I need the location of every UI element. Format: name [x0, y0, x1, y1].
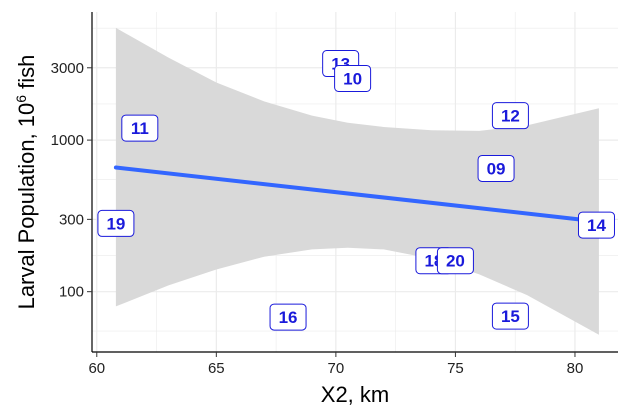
point-label-text: 16 [279, 308, 298, 327]
point-label-text: 10 [343, 69, 362, 88]
y-tick-label: 100 [59, 284, 84, 301]
point-label-box [577, 211, 615, 239]
y-axis-title-superscript: 6 [13, 95, 29, 103]
point-label-box [491, 102, 529, 130]
confidence-band [115, 27, 599, 335]
data-point-label: 16 [269, 303, 307, 331]
point-label-text: 19 [106, 214, 125, 233]
y-axis-title-suffix: fish [14, 55, 39, 95]
data-point-label: 11 [121, 114, 159, 142]
point-label-text: 12 [501, 107, 520, 126]
y-tick-label: 300 [59, 211, 84, 228]
y-tick-label: 1000 [51, 132, 84, 149]
data-point-label: 14 [577, 211, 615, 239]
point-label-box [97, 209, 135, 237]
x-tick-label: 70 [328, 360, 345, 377]
data-point-label: 19 [97, 209, 135, 237]
point-label-text: 15 [501, 307, 520, 326]
x-tick-label: 60 [88, 360, 105, 377]
point-label-box [121, 114, 159, 142]
data-point-label: 20 [436, 247, 474, 275]
data-point-label: 09 [477, 154, 515, 182]
data-point-label: 10 [334, 64, 372, 92]
point-label-box [491, 302, 529, 330]
point-label-text: 20 [446, 252, 465, 271]
x-tick-label: 80 [567, 360, 584, 377]
y-axis-title-main: Larval Population, 10 [14, 103, 39, 310]
point-label-box [334, 64, 372, 92]
y-tick-label: 3000 [51, 60, 84, 77]
x-tick-label: 65 [208, 360, 225, 377]
point-label-text: 14 [587, 216, 606, 235]
point-label-text: 09 [487, 159, 506, 178]
x-axis-title: X2, km [321, 382, 389, 407]
y-axis-title: Larval Population, 106 fish [13, 55, 39, 310]
point-label-text: 11 [131, 119, 149, 138]
data-point-label: 12 [491, 102, 529, 130]
data-point-label: 15 [491, 302, 529, 330]
point-label-box [477, 154, 515, 182]
axis-ticks: 60 65 70 75 80 100 300 1000 3000 [51, 60, 584, 377]
x-tick-label: 75 [447, 360, 464, 377]
point-label-box [436, 247, 474, 275]
trend-line [113, 165, 601, 224]
point-label-box [269, 303, 307, 331]
